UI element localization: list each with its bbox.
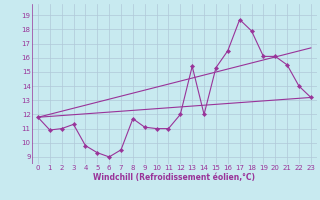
X-axis label: Windchill (Refroidissement éolien,°C): Windchill (Refroidissement éolien,°C)	[93, 173, 255, 182]
